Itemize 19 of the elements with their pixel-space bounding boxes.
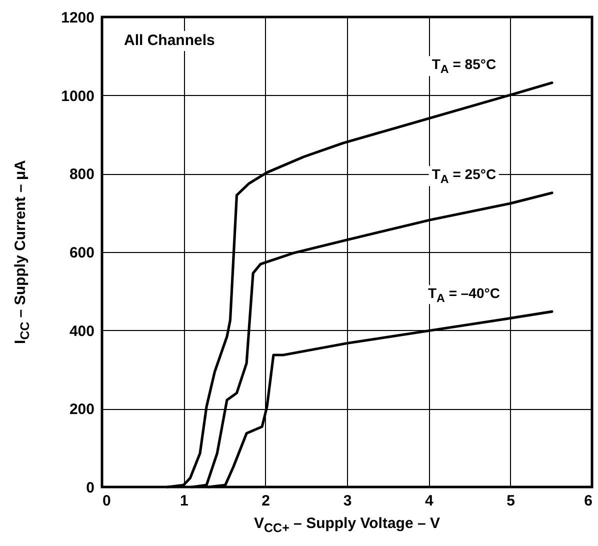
x-tick-label: 2	[262, 492, 270, 510]
y-tick-label: 800	[69, 166, 94, 184]
y-tick-label: 1000	[61, 88, 94, 105]
series-label: T$_{A}$ = 85°C	[428, 56, 500, 76]
y-tick-label: 200	[69, 401, 94, 418]
series-label: T$_{A}$ = –40°C	[424, 284, 503, 304]
x-axis-title: V$_{CC+}$ – Supply Voltage – V	[254, 515, 440, 535]
y-tick-label: 0	[86, 480, 94, 496]
annotation: All Channels	[122, 31, 217, 51]
y-tick-label: 600	[69, 244, 94, 262]
y-tick-label: 1200	[61, 10, 94, 26]
x-tick-label: 3	[343, 492, 352, 510]
y-tick-label: 400	[69, 322, 94, 340]
x-tick-label: 4	[424, 492, 434, 510]
x-tick-label: 5	[506, 492, 516, 510]
series-label: T$_{A}$ = 25°C	[428, 166, 500, 186]
x-tick-label: 6	[584, 492, 592, 510]
x-tick-label: 1	[180, 492, 188, 510]
x-tick-label: 0	[102, 492, 111, 510]
